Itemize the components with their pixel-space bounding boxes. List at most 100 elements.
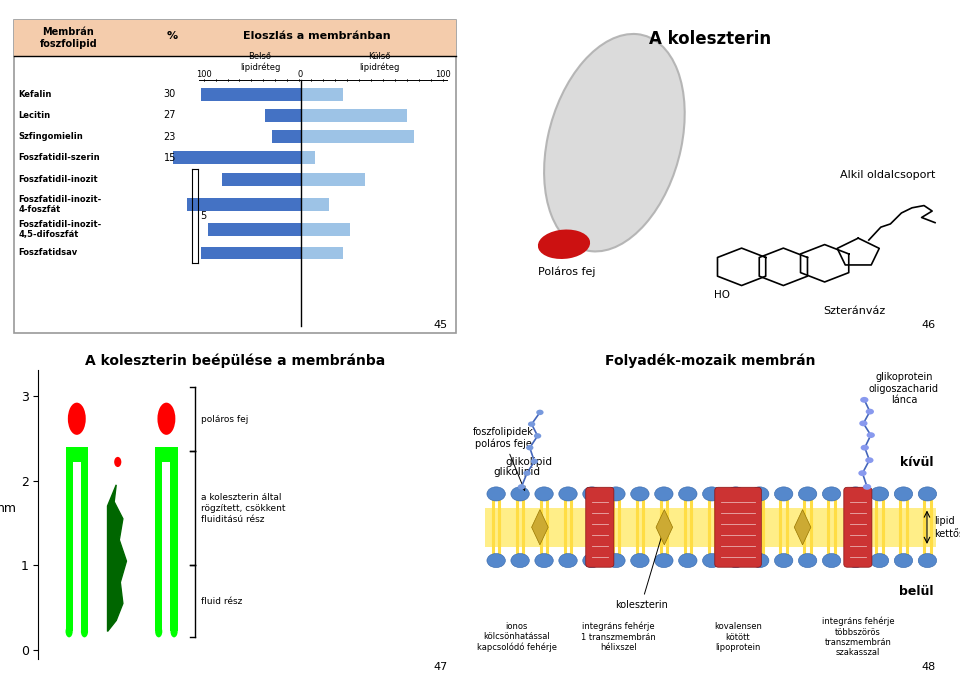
Bar: [300, 152, 315, 164]
FancyBboxPatch shape: [14, 20, 456, 333]
Ellipse shape: [871, 487, 889, 501]
Ellipse shape: [157, 403, 176, 435]
Ellipse shape: [679, 554, 697, 567]
Ellipse shape: [727, 554, 745, 567]
Bar: [208, 224, 300, 236]
Text: Alkil oldalcsoport: Alkil oldalcsoport: [840, 170, 936, 180]
Text: 100: 100: [435, 71, 450, 80]
Bar: [81, 462, 88, 631]
Ellipse shape: [859, 421, 868, 426]
Ellipse shape: [511, 487, 529, 501]
Ellipse shape: [559, 487, 577, 501]
Text: koleszterin: koleszterin: [614, 531, 668, 610]
Text: a koleszterin által
rögzített, csökkent
fluiditású rész: a koleszterin által rögzített, csökkent …: [201, 493, 285, 523]
Text: HO: HO: [714, 290, 731, 300]
Text: 47: 47: [433, 663, 447, 672]
Text: 30: 30: [163, 89, 176, 99]
Ellipse shape: [559, 554, 577, 567]
Text: Folyadék-mozaik membrán: Folyadék-mozaik membrán: [605, 353, 816, 368]
Text: Belső
lipidréteg: Belső lipidréteg: [240, 52, 280, 72]
Ellipse shape: [526, 445, 534, 451]
Text: Szfingomielin: Szfingomielin: [18, 132, 84, 141]
Ellipse shape: [171, 626, 178, 637]
Ellipse shape: [895, 487, 913, 501]
FancyBboxPatch shape: [586, 487, 613, 567]
Ellipse shape: [535, 554, 553, 567]
Ellipse shape: [535, 487, 553, 501]
Ellipse shape: [655, 554, 673, 567]
Ellipse shape: [679, 487, 697, 501]
Bar: [300, 246, 344, 259]
Text: glikolipid: glikolipid: [505, 458, 552, 467]
Ellipse shape: [528, 421, 536, 427]
Ellipse shape: [65, 626, 73, 637]
Text: 46: 46: [922, 320, 936, 330]
Ellipse shape: [703, 487, 721, 501]
Ellipse shape: [751, 554, 769, 567]
Ellipse shape: [156, 626, 162, 637]
Text: Külső
lipidréteg: Külső lipidréteg: [359, 52, 399, 72]
Bar: [300, 130, 415, 143]
Bar: [202, 246, 300, 259]
Text: integráns fehérje
1 transzmembrán
hélixszel: integráns fehérje 1 transzmembrán hélixs…: [581, 622, 656, 652]
Ellipse shape: [799, 487, 817, 501]
FancyBboxPatch shape: [715, 487, 761, 567]
Text: Lecitin: Lecitin: [18, 110, 51, 120]
Bar: [300, 88, 344, 101]
Text: A koleszterin: A koleszterin: [649, 30, 772, 48]
Ellipse shape: [823, 554, 841, 567]
Text: 23: 23: [163, 132, 176, 142]
Ellipse shape: [703, 554, 721, 567]
Bar: [265, 109, 300, 121]
Ellipse shape: [727, 487, 745, 501]
Ellipse shape: [631, 487, 649, 501]
Text: 0: 0: [298, 71, 303, 80]
Ellipse shape: [751, 487, 769, 501]
Bar: [65, 447, 88, 462]
Polygon shape: [108, 485, 127, 631]
Ellipse shape: [860, 397, 869, 403]
Text: integráns fehérje
többszörös
transzmembrán
szakasszal: integráns fehérje többszörös transzmembr…: [822, 617, 894, 657]
Ellipse shape: [823, 487, 841, 501]
Text: Poláros fej: Poláros fej: [538, 267, 595, 277]
Text: Foszfatidil-inozit: Foszfatidil-inozit: [18, 175, 98, 184]
Ellipse shape: [517, 484, 525, 490]
Ellipse shape: [871, 554, 889, 567]
Text: glikolipid: glikolipid: [493, 467, 540, 477]
Ellipse shape: [537, 410, 543, 415]
Bar: [300, 198, 329, 211]
Ellipse shape: [583, 487, 601, 501]
Bar: [273, 130, 300, 143]
Text: %: %: [166, 32, 178, 41]
Text: poláros fej: poláros fej: [201, 414, 248, 424]
Bar: [156, 462, 162, 631]
Ellipse shape: [847, 487, 865, 501]
Ellipse shape: [531, 459, 538, 464]
Polygon shape: [794, 510, 811, 545]
Ellipse shape: [511, 554, 529, 567]
Text: 100: 100: [196, 71, 211, 80]
Ellipse shape: [631, 554, 649, 567]
Ellipse shape: [538, 230, 590, 259]
Text: 5: 5: [201, 211, 206, 221]
Text: 45: 45: [433, 320, 447, 330]
Ellipse shape: [863, 484, 872, 490]
Ellipse shape: [487, 487, 505, 501]
Ellipse shape: [775, 554, 793, 567]
Bar: [65, 462, 73, 631]
Text: 48: 48: [922, 663, 936, 672]
Y-axis label: nm: nm: [0, 501, 16, 514]
Ellipse shape: [865, 458, 874, 463]
Bar: [223, 173, 300, 186]
Ellipse shape: [775, 487, 793, 501]
Text: foszfolipidek
poláros feje: foszfolipidek poláros feje: [472, 427, 534, 490]
Text: Kefalin: Kefalin: [18, 90, 52, 99]
Bar: [300, 224, 350, 236]
Bar: [202, 88, 300, 101]
Ellipse shape: [867, 432, 875, 438]
Text: A koleszterin beépülése a membránba: A koleszterin beépülése a membránba: [85, 353, 385, 368]
Ellipse shape: [544, 34, 684, 252]
FancyBboxPatch shape: [844, 487, 872, 567]
Bar: [156, 447, 178, 462]
Text: Szteránváz: Szteránváz: [824, 305, 885, 316]
